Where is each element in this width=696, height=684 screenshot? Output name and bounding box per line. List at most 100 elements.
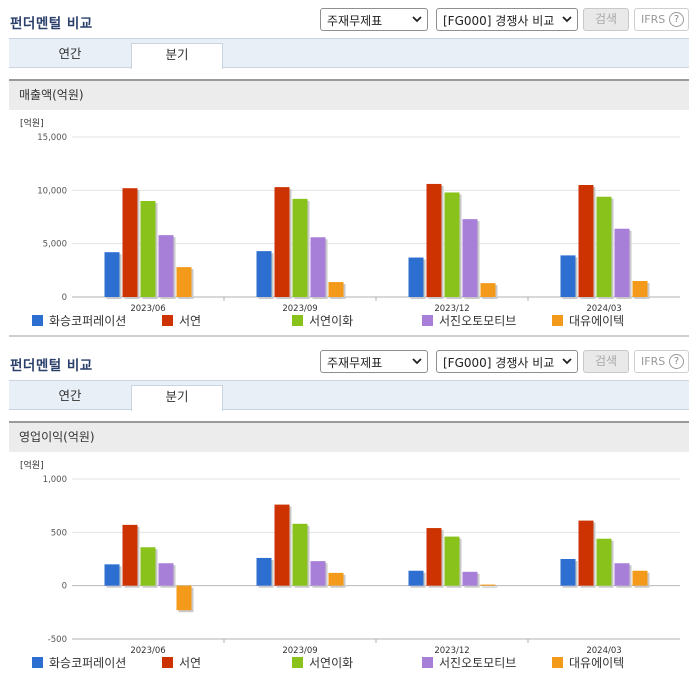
bar[interactable] [122,524,138,586]
peer-group-select[interactable]: [FG000] 경쟁사 비교 [436,350,578,373]
bar[interactable] [632,281,648,297]
bar[interactable] [578,520,594,586]
search-button[interactable]: 검색 [583,350,629,373]
bar[interactable] [176,267,192,297]
operating-income-chart: [억원] -500 0 500 1,000 2023/06 2023/09 2023/12 20… [0,454,696,676]
bar[interactable] [480,283,496,297]
chart-legend: 화승코퍼레이션 서연 서연이화 서진오토모티브 대유에이텍 [0,312,696,330]
revenue-chart-svg: [억원] 0 5,000 10,000 15,000 2023/06 2023/09 2023… [20,117,680,312]
bar[interactable] [408,570,424,586]
bar[interactable] [462,219,478,297]
legend-swatch [422,657,433,668]
legend-swatch [32,657,43,668]
ifrs-label: IFRS [641,13,666,26]
y-tick-label: 10,000 [37,186,67,196]
bar[interactable] [310,561,326,586]
legend-label: 서진오토모티브 [439,656,517,670]
x-tick-label: 2023/09 [282,304,317,312]
period-tabs: 연간 분기 [9,38,689,69]
legend-swatch [32,315,43,326]
legend-label: 대유에이텍 [569,314,625,328]
legend-label: 서연이화 [309,314,354,328]
operating-income-chart-svg: [억원] -500 0 500 1,000 2023/06 2023/09 2023/12 20… [20,459,680,654]
statement-type-value: 주재무제표 [327,14,383,28]
x-tick-label: 2023/12 [434,646,469,654]
bar[interactable] [578,185,594,297]
ifrs-help-button[interactable]: IFRS ? [634,8,689,31]
bar[interactable] [158,235,174,297]
legend-swatch [292,657,303,668]
tab-annual[interactable]: 연간 [58,46,82,61]
tab-quarterly[interactable]: 분기 [131,385,223,411]
bar[interactable] [104,564,120,586]
bar[interactable] [292,198,308,297]
bar[interactable] [596,196,612,297]
legend-swatch [292,315,303,326]
x-tick-label: 2023/06 [130,304,165,312]
peer-group-value: [FG000] 경쟁사 비교 [443,14,555,28]
legend-label: 화승코퍼레이션 [49,656,127,670]
statement-type-value: 주재무제표 [327,356,383,370]
revenue-chart: [억원] 0 5,000 10,000 15,000 2023/06 2023/09 2023… [0,112,696,334]
tab-quarterly[interactable]: 분기 [131,43,223,69]
x-tick-label: 2024/03 [586,304,621,312]
bar[interactable] [462,571,478,586]
bar[interactable] [274,187,290,297]
bar[interactable] [104,252,120,297]
bar[interactable] [328,572,344,586]
peer-group-select[interactable]: [FG000] 경쟁사 비교 [436,8,578,31]
panel-divider [9,335,689,337]
legend-label: 서진오토모티브 [439,314,517,328]
bar[interactable] [256,557,272,586]
legend-swatch [162,315,173,326]
metric-title: 매출액(억원) [9,79,689,110]
chevron-down-icon [412,358,422,365]
bar[interactable] [328,282,344,297]
help-icon: ? [669,12,684,27]
legend-label: 서연이화 [309,656,354,670]
bar[interactable] [176,585,192,611]
ifrs-help-button[interactable]: IFRS ? [634,350,689,373]
bar[interactable] [140,201,156,297]
bar[interactable] [292,523,308,586]
tab-annual[interactable]: 연간 [58,388,82,403]
bar[interactable] [444,536,460,586]
bar[interactable] [310,237,326,297]
peer-group-value: [FG000] 경쟁사 비교 [443,356,555,370]
statement-type-select[interactable]: 주재무제표 [320,350,428,373]
legend-swatch [552,657,563,668]
x-tick-label: 2023/09 [282,646,317,654]
search-button[interactable]: 검색 [583,8,629,31]
x-tick-label: 2024/03 [586,646,621,654]
y-tick-label: 500 [51,528,67,538]
bar[interactable] [140,547,156,586]
legend-swatch [552,315,563,326]
bar[interactable] [158,563,174,586]
bar[interactable] [426,528,442,586]
y-unit-label: [억원] [20,459,44,471]
bar[interactable] [614,563,630,586]
bar[interactable] [614,228,630,297]
bar[interactable] [632,570,648,586]
bar[interactable] [408,257,424,297]
bar[interactable] [426,183,442,297]
bar[interactable] [444,192,460,297]
legend-swatch [162,657,173,668]
bar[interactable] [480,584,496,586]
bar[interactable] [560,559,576,586]
panel-title: 펀더멘털 비교 [10,16,93,32]
bar[interactable] [274,504,290,586]
bar[interactable] [122,188,138,297]
revenue-panel: 펀더멘털 비교 주재무제표 [FG000] 경쟁사 비교 검색 IFRS ? 연… [0,8,696,337]
legend-label: 서연 [179,656,202,670]
bar[interactable] [560,255,576,297]
bar[interactable] [596,538,612,586]
period-tabs: 연간 분기 [9,380,689,411]
y-unit-label: [억원] [20,117,44,129]
y-tick-label: 5,000 [43,240,67,250]
y-tick-label: 0 [62,293,67,303]
bar[interactable] [256,251,272,297]
operating-income-panel: 펀더멘털 비교 주재무제표 [FG000] 경쟁사 비교 검색 IFRS ? 연… [0,342,696,684]
legend-label: 화승코퍼레이션 [49,314,127,328]
statement-type-select[interactable]: 주재무제표 [320,8,428,31]
